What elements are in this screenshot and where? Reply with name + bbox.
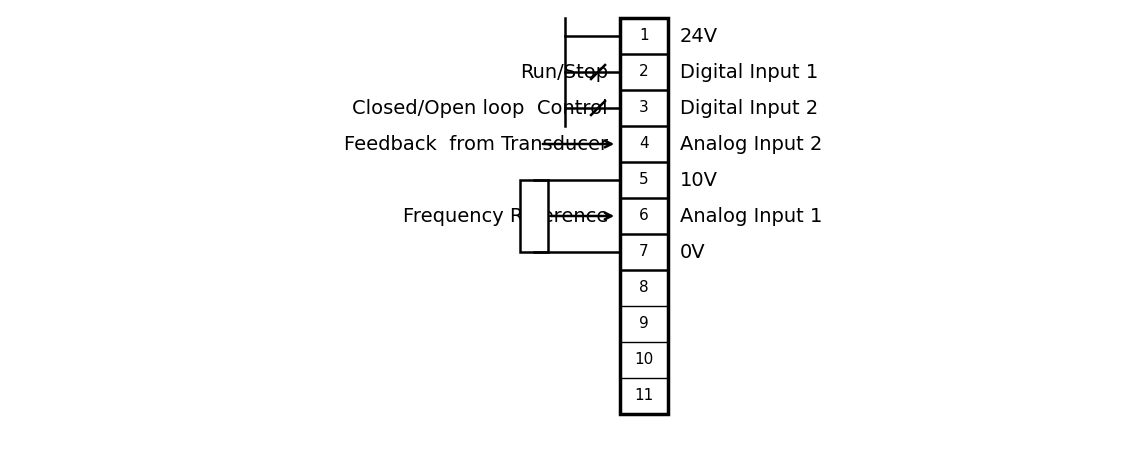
Text: Feedback  from Transducer: Feedback from Transducer [344,135,608,154]
Text: 9: 9 [640,317,649,332]
Text: Frequency Reference: Frequency Reference [402,207,608,226]
Text: 4: 4 [640,136,649,151]
Text: 0V: 0V [679,242,706,261]
Bar [520,180,548,252]
Text: Run/Stop: Run/Stop [520,63,608,82]
Text: Digital Input 2: Digital Input 2 [679,98,819,117]
Text: Analog Input 1: Analog Input 1 [679,207,822,226]
Text: Digital Input 1: Digital Input 1 [679,63,819,82]
Text: 10V: 10V [679,170,718,189]
Text: Closed/Open loop  Control: Closed/Open loop Control [352,98,608,117]
Text: 1: 1 [640,29,649,43]
Text: 10: 10 [634,352,653,367]
Text: 5: 5 [640,173,649,188]
Bar [620,18,668,414]
Text: 11: 11 [634,389,653,404]
Text: 8: 8 [640,280,649,295]
Text: 6: 6 [640,208,649,223]
Text: 7: 7 [640,245,649,260]
Text: Analog Input 2: Analog Input 2 [679,135,822,154]
Text: 24V: 24V [679,26,718,45]
Text: 2: 2 [640,64,649,79]
Text: 3: 3 [640,101,649,116]
